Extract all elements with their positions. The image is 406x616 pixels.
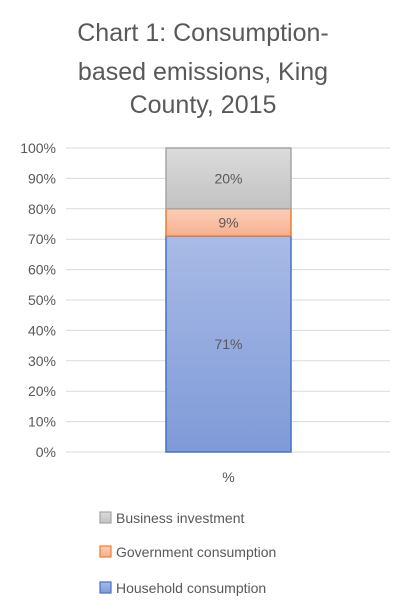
y-tick-label: 40% bbox=[28, 322, 56, 338]
y-tick-label: 50% bbox=[28, 292, 56, 308]
legend-label: Government consumption bbox=[116, 544, 276, 560]
legend-label: Business investment bbox=[116, 510, 245, 526]
legend-label: Household consumption bbox=[116, 580, 266, 596]
y-tick-label: 10% bbox=[28, 414, 56, 430]
bar-segment bbox=[165, 147, 292, 210]
data-label: 20% bbox=[214, 170, 242, 186]
y-tick-label: 20% bbox=[28, 383, 56, 399]
y-tick-label: 30% bbox=[28, 353, 56, 369]
y-tick-label: 90% bbox=[28, 170, 56, 186]
bar-segment bbox=[165, 208, 292, 237]
x-tick-label: % bbox=[222, 469, 234, 485]
y-tick-label: 100% bbox=[20, 140, 56, 156]
y-tick-label: 60% bbox=[28, 262, 56, 278]
y-tick-label: 70% bbox=[28, 231, 56, 247]
data-label: 9% bbox=[218, 214, 238, 230]
bar-segment bbox=[165, 235, 292, 453]
legend-swatch bbox=[99, 581, 112, 594]
chart-title-line-2: based emissions, King bbox=[77, 58, 329, 86]
legend-swatch bbox=[99, 545, 112, 558]
y-tick-label: 0% bbox=[36, 444, 56, 460]
data-label: 71% bbox=[214, 336, 242, 352]
chart-title-line-1: Chart 1: Consumption- bbox=[77, 19, 329, 47]
y-tick-label: 80% bbox=[28, 201, 56, 217]
chart-title-line-3: County, 2015 bbox=[129, 91, 277, 119]
legend-swatch bbox=[99, 511, 112, 524]
